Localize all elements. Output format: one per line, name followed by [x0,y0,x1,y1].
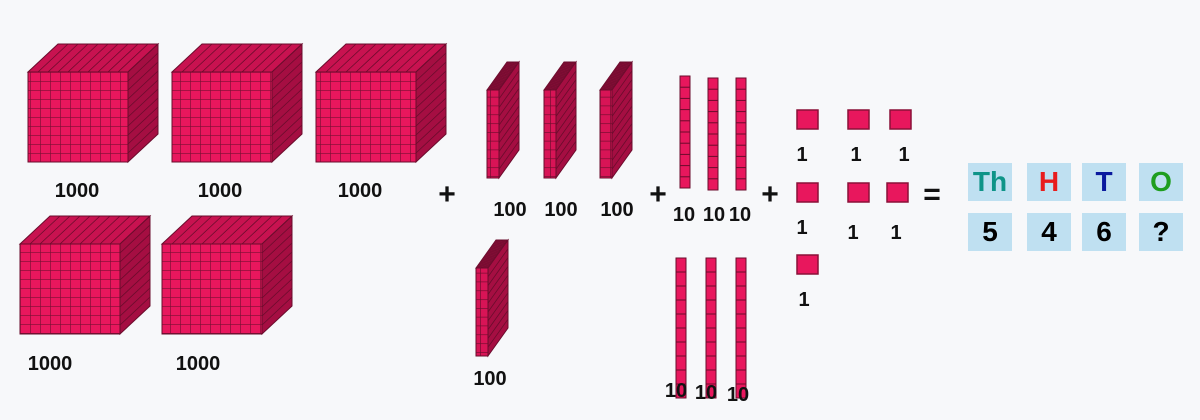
one-label: 1 [890,222,902,244]
value-hundreds: 4 [1027,213,1071,251]
ten-rod [705,257,717,399]
hundred-flat [475,238,509,358]
hundred-label: 100 [473,368,507,390]
thousand-label: 1000 [175,353,221,375]
header-ones: O [1139,163,1183,201]
ten-label: 10 [702,204,726,226]
thousand-label: 1000 [54,180,100,202]
one-label: 1 [796,144,808,166]
value-thousands: 5 [968,213,1012,251]
one-unit [847,182,870,203]
header-hundreds: H [1027,163,1071,201]
ten-rod [735,77,747,191]
thousand-label: 1000 [337,180,383,202]
one-label: 1 [850,144,862,166]
thousand-cube [26,42,160,164]
one-label: 1 [847,222,859,244]
one-label: 1 [798,289,810,311]
one-unit [796,254,819,275]
ten-label: 10 [664,380,688,402]
plus-sign: + [438,178,456,211]
hundred-flat [486,60,520,180]
hundred-label: 100 [493,199,527,221]
thousand-cube [160,214,294,336]
ten-label: 10 [694,382,718,404]
one-unit [886,182,909,203]
plus-sign: + [761,178,779,211]
ten-rod [735,257,747,399]
one-unit [796,109,819,130]
ten-label: 10 [728,204,752,226]
one-label: 1 [898,144,910,166]
hundred-label: 100 [600,199,634,221]
value-ones: ? [1139,213,1183,251]
ten-rod [675,257,687,399]
ten-label: 10 [672,204,696,226]
one-unit [847,109,870,130]
ten-rod [707,77,719,191]
hundred-flat [599,60,633,180]
one-unit [796,182,819,203]
equals-sign: = [923,178,941,211]
hundred-label: 100 [544,199,578,221]
header-tens: T [1082,163,1126,201]
thousand-cube [170,42,304,164]
value-tens: 6 [1082,213,1126,251]
ten-rod [679,75,691,189]
thousand-cube [314,42,448,164]
thousand-label: 1000 [197,180,243,202]
hundred-flat [543,60,577,180]
one-unit [889,109,912,130]
thousand-label: 1000 [27,353,73,375]
one-label: 1 [796,217,808,239]
header-thousands: Th [968,163,1012,201]
ten-label: 10 [726,384,750,406]
plus-sign: + [649,178,667,211]
thousand-cube [18,214,152,336]
